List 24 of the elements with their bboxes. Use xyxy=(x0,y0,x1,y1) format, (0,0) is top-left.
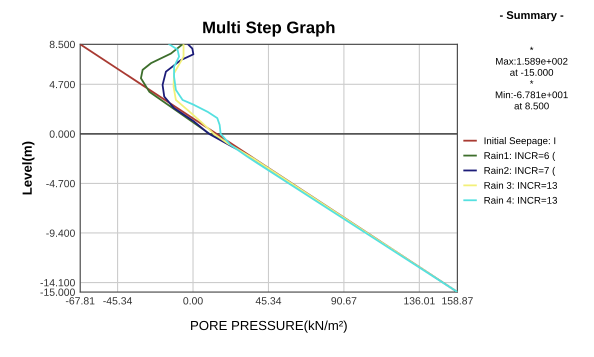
x-tick-label: 0.00 xyxy=(183,297,203,305)
y-tick-label: -15.000 xyxy=(40,288,75,296)
x-tick-label: 158.87 xyxy=(442,297,473,305)
legend-label: Rain 3: INCR=13 xyxy=(484,182,558,189)
x-axis-title: PORE PRESSURE(kN/m²) xyxy=(191,320,347,333)
x-tick-label: 136.01 xyxy=(404,297,435,305)
y-tick-label: 8.500 xyxy=(50,40,75,48)
y-tick-label: -9.400 xyxy=(46,229,75,237)
chart-title: Multi Step Graph xyxy=(203,21,334,37)
y-tick-label: -14.100 xyxy=(40,279,75,286)
text: * Max:1.589e+002 at -15.000 * Min:-6.781e+001 at 8.500 xyxy=(496,46,568,110)
x-tick-label: -45.34 xyxy=(103,297,132,305)
y-tick-label: -4.700 xyxy=(46,180,75,188)
x-tick-label: 90.67 xyxy=(331,297,356,305)
text: - Summary - xyxy=(500,11,564,22)
legend-label: Initial Seepage: I xyxy=(484,137,556,146)
y-tick-label: 4.700 xyxy=(50,80,75,88)
x-tick-label: -67.81 xyxy=(66,297,94,305)
legend-label: Rain2: INCR=7 ( xyxy=(484,166,556,176)
legend-label: Rain1: INCR=6 ( xyxy=(484,152,556,161)
x-tick-label: 45.34 xyxy=(256,297,282,305)
legend-label: Rain 4: INCR=13 xyxy=(484,196,558,204)
y-tick-label: 0.000 xyxy=(50,130,75,138)
y-axis-title: Level(m) xyxy=(22,142,34,194)
